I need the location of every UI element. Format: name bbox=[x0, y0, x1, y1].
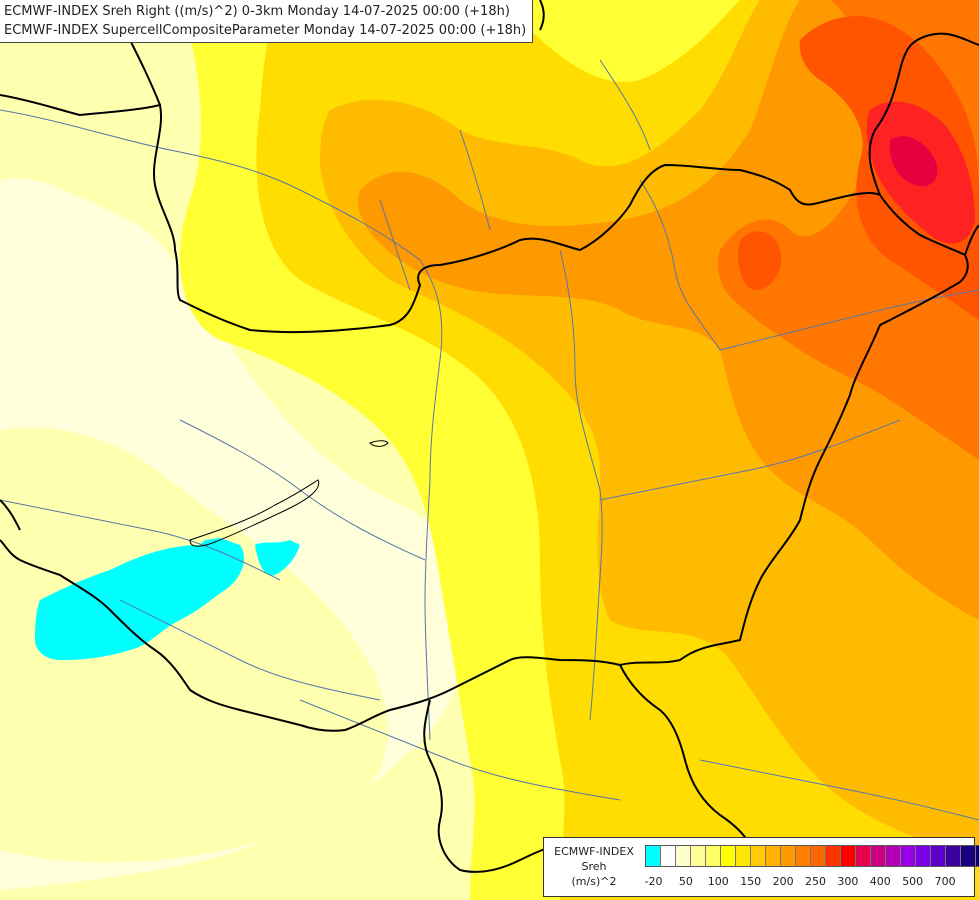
legend-swatch bbox=[661, 846, 676, 866]
border bbox=[0, 499, 21, 531]
legend-swatch bbox=[676, 846, 691, 866]
border bbox=[0, 94, 969, 334]
legend-swatch bbox=[931, 846, 946, 866]
river bbox=[0, 499, 281, 581]
legend-parameter: Sreh bbox=[581, 860, 607, 873]
border bbox=[0, 539, 301, 726]
river bbox=[419, 259, 443, 741]
legend-swatch bbox=[706, 846, 721, 866]
map-title-box: ECMWF-INDEX Sreh Right ((m/s)^2) 0-3km M… bbox=[0, 0, 534, 43]
lake bbox=[369, 440, 389, 447]
river-network bbox=[0, 59, 979, 821]
legend-tick-label: 700 bbox=[934, 875, 956, 888]
legend-tick-label: 400 bbox=[869, 875, 891, 888]
legend-tick-label: 300 bbox=[837, 875, 859, 888]
river bbox=[639, 179, 721, 351]
legend-source: ECMWF-INDEX bbox=[554, 845, 634, 858]
legend-swatch bbox=[736, 846, 751, 866]
legend-tick-label: 200 bbox=[772, 875, 794, 888]
legend-swatch bbox=[961, 846, 976, 866]
negative-srh-zone bbox=[35, 538, 300, 660]
legend-swatch bbox=[886, 846, 901, 866]
river bbox=[379, 199, 411, 291]
river bbox=[559, 249, 603, 721]
river bbox=[599, 419, 901, 501]
lake-balaton bbox=[189, 479, 320, 547]
legend-swatch bbox=[976, 846, 979, 866]
river bbox=[119, 599, 381, 701]
legend-swatch bbox=[766, 846, 781, 866]
border bbox=[619, 664, 751, 846]
border bbox=[299, 281, 961, 732]
legend-swatch bbox=[946, 846, 961, 866]
orange-zone bbox=[357, 0, 979, 620]
river bbox=[0, 109, 421, 261]
legend-tick-label: 100 bbox=[707, 875, 729, 888]
pale-zone-southwest bbox=[0, 427, 388, 863]
crimson-core bbox=[889, 136, 938, 187]
river bbox=[699, 759, 979, 821]
legend-tick-label: 50 bbox=[678, 875, 693, 888]
border bbox=[964, 224, 979, 256]
map-title-sreh: ECMWF-INDEX Sreh Right ((m/s)^2) 0-3km M… bbox=[4, 4, 510, 19]
legend-tick-label: 250 bbox=[805, 875, 826, 888]
legend-tick-label: 150 bbox=[740, 875, 762, 888]
legend-swatch bbox=[871, 846, 886, 866]
legend-swatch bbox=[841, 846, 856, 866]
legend-swatch bbox=[916, 846, 931, 866]
legend-swatch bbox=[751, 846, 766, 866]
river bbox=[599, 59, 651, 151]
legend-swatch bbox=[901, 846, 916, 866]
legend-swatch bbox=[646, 846, 661, 866]
river bbox=[299, 699, 621, 801]
legend-swatch bbox=[811, 846, 826, 866]
legend-swatch bbox=[721, 846, 736, 866]
map-title-scp: ECMWF-INDEX SupercellCompositeParameter … bbox=[4, 23, 527, 38]
border bbox=[868, 32, 979, 196]
border bbox=[539, 0, 545, 31]
river bbox=[179, 419, 426, 561]
legend-swatch bbox=[781, 846, 796, 866]
legend-label: ECMWF-INDEX Sreh (m/s)^2 bbox=[544, 844, 644, 889]
red-orange-spot bbox=[738, 231, 782, 290]
border bbox=[423, 699, 571, 873]
color-legend: ECMWF-INDEX Sreh (m/s)^2 -20 50 100 150 200 2… bbox=[543, 837, 979, 897]
legend-swatch bbox=[826, 846, 841, 866]
river bbox=[459, 129, 491, 231]
legend-tick-label: 500 bbox=[902, 875, 924, 888]
legend-unit: (m/s)^2 bbox=[571, 875, 617, 888]
legend-tick-label: -20 bbox=[644, 875, 663, 888]
legend-swatch bbox=[796, 846, 811, 866]
legend-swatch bbox=[691, 846, 706, 866]
legend-swatches bbox=[645, 845, 979, 867]
legend-swatch bbox=[856, 846, 871, 866]
